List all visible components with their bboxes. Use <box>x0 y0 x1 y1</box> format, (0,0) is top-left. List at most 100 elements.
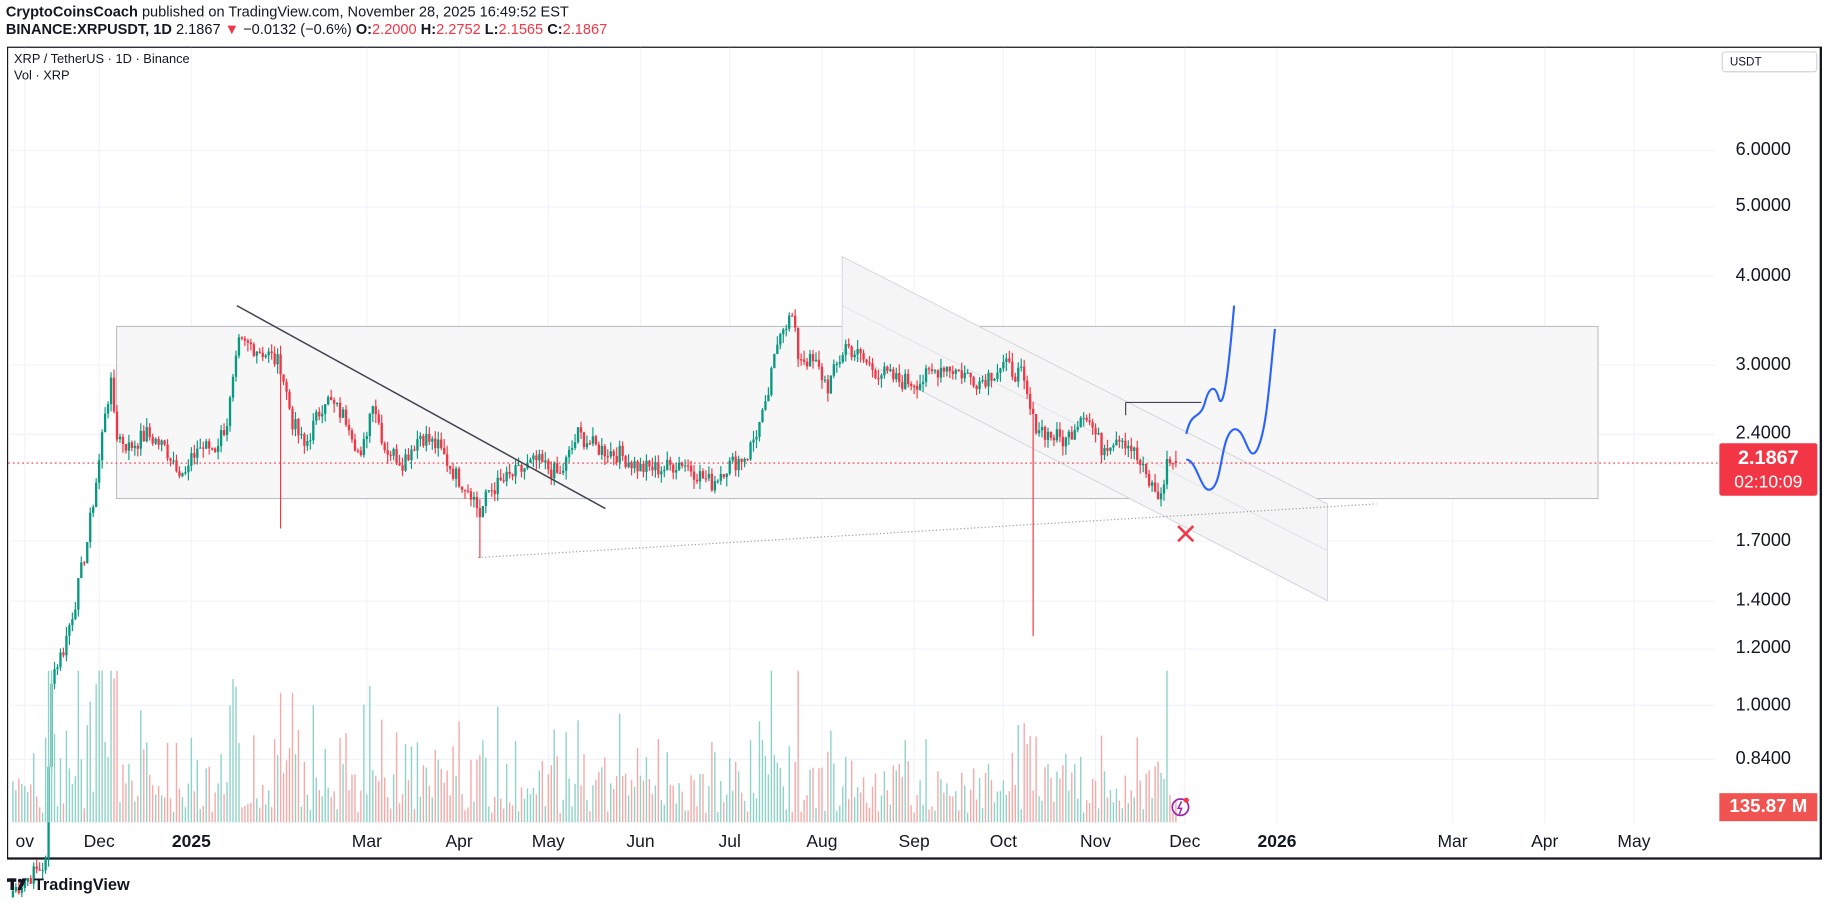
volume-bar <box>455 775 457 823</box>
volume-bar <box>24 786 26 823</box>
volume-bar <box>1008 791 1011 823</box>
volume-bar <box>693 780 695 823</box>
candle-body <box>719 474 722 481</box>
volume-bar <box>157 786 160 823</box>
volume-bar <box>1005 794 1008 823</box>
currency-selector[interactable]: USDT <box>1721 51 1818 73</box>
volume-bar <box>526 788 529 823</box>
volume-bar <box>348 790 350 823</box>
candle-body <box>782 329 785 335</box>
candle-body <box>1020 366 1023 368</box>
volume-bar <box>267 790 270 823</box>
candle-body <box>14 886 18 891</box>
candle-body <box>1094 427 1097 435</box>
candle-body <box>802 359 806 362</box>
time-axis-label: May <box>1617 831 1651 852</box>
candle-body <box>213 448 217 452</box>
candle-body <box>329 396 333 401</box>
volume-bar <box>505 763 508 823</box>
candle-body <box>303 434 306 446</box>
volume-bar <box>648 779 651 823</box>
candle-body <box>663 469 666 472</box>
candle-body <box>321 413 324 417</box>
volume-bar <box>35 796 38 823</box>
candle-body <box>814 359 818 362</box>
close-label: C: <box>547 20 563 38</box>
candle-body <box>92 506 95 513</box>
time-axis-label: Apr <box>1531 831 1559 852</box>
volume-bar <box>630 779 633 823</box>
volume-bar <box>244 806 246 823</box>
candle-body <box>228 397 232 426</box>
volume-bar <box>38 807 41 823</box>
candle-body <box>547 460 550 470</box>
volume-bar <box>327 787 329 823</box>
candle-body <box>576 427 580 443</box>
candle-body <box>59 652 62 668</box>
volume-bar <box>538 770 541 823</box>
candle-body <box>416 439 419 451</box>
candle-body <box>904 373 907 389</box>
volume-bar <box>889 804 892 823</box>
tradingview-logo[interactable]: TradingView <box>6 875 130 894</box>
candle-body <box>559 472 562 474</box>
volume-bar <box>955 791 957 823</box>
candle-body <box>978 381 981 390</box>
volume-bar <box>143 749 145 823</box>
volume-bar <box>752 792 755 823</box>
volume-bar <box>836 810 838 823</box>
volume-bar <box>993 802 996 823</box>
candle-body <box>1031 408 1035 415</box>
candle-body <box>121 436 125 445</box>
candle-body <box>428 433 431 442</box>
volume-bar <box>1011 752 1014 823</box>
candle-body <box>306 440 309 446</box>
candle-body <box>508 471 511 475</box>
candle-body <box>35 866 38 870</box>
volume-bar <box>196 760 199 823</box>
candle-body <box>859 348 862 354</box>
candle-body <box>95 482 98 507</box>
volume-bar <box>491 812 493 823</box>
volume-bar <box>690 775 692 823</box>
volume-bar <box>407 780 410 823</box>
candle-body <box>103 413 107 433</box>
candle-body <box>707 473 711 479</box>
volume-bar <box>931 806 933 823</box>
volume-bar <box>1002 780 1005 823</box>
volume-bar <box>449 795 451 823</box>
candle-body <box>258 351 261 353</box>
publisher[interactable]: CryptoCoinsCoach <box>5 3 138 20</box>
volume-bar <box>946 783 948 823</box>
candle-body <box>948 366 952 372</box>
volume-bar <box>779 767 781 823</box>
candle-body <box>362 439 366 456</box>
volume-bar <box>318 790 320 823</box>
candle-body <box>692 471 696 480</box>
volume-bar <box>422 765 425 823</box>
candle-body <box>713 481 717 491</box>
volume-bar <box>678 783 680 823</box>
volume-bar <box>238 743 240 823</box>
candle-body <box>65 635 68 656</box>
volume-bar <box>511 805 514 823</box>
channel-midline <box>841 305 1328 551</box>
candle-body <box>380 422 383 444</box>
candle-body <box>374 406 377 415</box>
price-axis-label: 0.8400 <box>1735 748 1791 769</box>
volume-bar <box>723 802 725 823</box>
volume-bar <box>15 790 17 823</box>
publish-info: CryptoCoinsCoach published on TradingVie… <box>6 3 569 19</box>
candle-body <box>1043 427 1047 440</box>
candle-body <box>1011 361 1014 377</box>
candle-body <box>1165 459 1169 485</box>
candle-body <box>1097 432 1100 435</box>
candle-body <box>264 355 267 358</box>
low-value: 2.1565 <box>498 20 544 38</box>
candle-body <box>1049 431 1053 438</box>
volume-bar <box>369 685 371 823</box>
candle-body <box>1002 361 1005 369</box>
invalidation-x-icon <box>1177 525 1195 543</box>
volume-bar <box>1056 771 1058 823</box>
